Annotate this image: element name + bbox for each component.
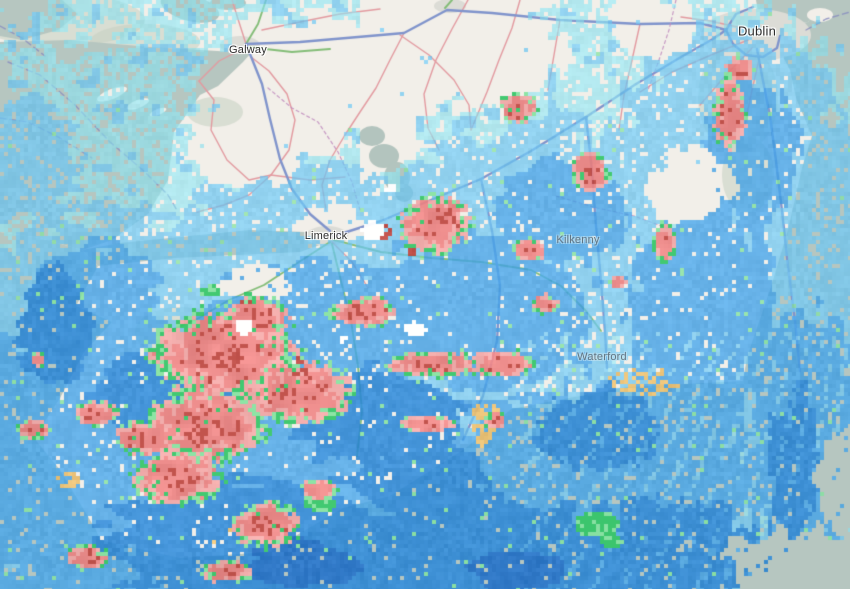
radar-overlay-canvas: [0, 0, 850, 589]
weather-radar-map-viewport[interactable]: Galway Limerick Dublin Kilkenny Waterford: [0, 0, 850, 589]
